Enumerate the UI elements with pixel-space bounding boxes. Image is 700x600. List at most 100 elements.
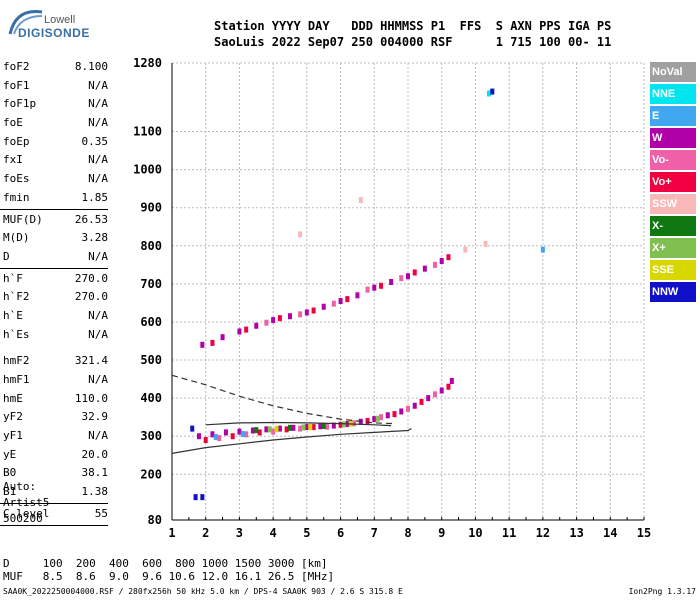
data-point-x- — [267, 426, 272, 433]
x-tick-label: 10 — [468, 526, 482, 540]
header-line-2: SaoLuis 2022 Sep07 250 004000 RSF 1 715 … — [214, 35, 612, 49]
data-point-ssw — [358, 197, 363, 204]
param-key: yE — [3, 447, 17, 461]
data-point-vo- — [345, 296, 350, 303]
data-point-w — [399, 408, 404, 415]
data-point-vo- — [406, 405, 410, 412]
logo: Lowell DIGISONDE — [6, 6, 126, 46]
legend-item-nne: NNE — [650, 84, 696, 104]
legend-item-noval: NoVal — [650, 62, 696, 82]
param-key: h`F — [3, 271, 23, 285]
muf-row: MUF 8.5 8.6 9.0 9.6 10.6 12.0 16.1 26.5 … — [3, 570, 335, 583]
data-point-vo- — [271, 428, 276, 435]
x-tick-label: 11 — [502, 526, 516, 540]
data-point-vo- — [325, 423, 330, 430]
data-point-vo- — [311, 307, 316, 314]
param-value: N/A — [88, 249, 108, 263]
data-point-w — [331, 422, 336, 429]
data-point-nnw — [200, 494, 205, 501]
param-row: B0 38.1 — [0, 464, 110, 483]
legend-item-ssw: SSW — [650, 194, 696, 214]
param-key: yF1 — [3, 429, 23, 443]
data-point-w — [220, 334, 225, 341]
data-point-w — [439, 258, 444, 265]
data-point-sse — [308, 424, 313, 431]
param-row: h`E N/A — [0, 307, 110, 326]
param-value: N/A — [88, 327, 108, 341]
legend-item-x-: X- — [650, 216, 696, 236]
y-tick-label: 400 — [140, 391, 162, 405]
legend-item-x-: X+ — [650, 238, 696, 258]
param-value: N/A — [88, 116, 108, 130]
data-point-ssw — [463, 246, 468, 253]
software-version: Ion2Png 1.3.17 — [628, 587, 696, 596]
x-tick-label: 6 — [337, 526, 344, 540]
data-point-w — [210, 431, 215, 438]
param-key: hmE — [3, 391, 23, 405]
data-point-x- — [301, 424, 306, 431]
data-point-vo- — [412, 269, 417, 276]
legend-item-sse: SSE — [650, 260, 696, 280]
data-point-vo- — [432, 261, 437, 268]
data-point-vo- — [264, 319, 269, 326]
param-value: 321.4 — [74, 354, 108, 368]
param-key: foF1p — [3, 97, 37, 111]
logo-product: DIGISONDE — [18, 26, 90, 40]
data-point-sse — [274, 425, 279, 432]
data-point-w — [338, 298, 343, 305]
x-tick-label: 1 — [168, 526, 175, 540]
x-tick-label: 5 — [303, 526, 310, 540]
logo-swoosh-icon — [8, 9, 43, 35]
param-value: N/A — [88, 308, 108, 322]
divider — [0, 502, 108, 504]
logo-brand: Lowell — [44, 14, 76, 26]
param-value: 55 — [94, 506, 108, 520]
data-point-vo- — [230, 433, 235, 440]
x-tick-label: 12 — [536, 526, 550, 540]
y-tick-label: 800 — [140, 239, 162, 253]
profile-curve-solid-lower — [171, 428, 412, 454]
data-point-w — [422, 265, 427, 272]
data-point-e — [240, 430, 245, 437]
x-tick-label: 9 — [438, 526, 445, 540]
param-row: B1 1.38 — [0, 483, 110, 502]
param-value: 8.100 — [74, 60, 108, 73]
param-key: fmin — [3, 190, 30, 204]
data-point-w — [304, 309, 309, 316]
data-point-e — [213, 433, 218, 440]
polarization-legend: NoVal NNE E W Vo- Vo+ SSW X- X+ SSE NNW — [650, 62, 696, 304]
param-key: B1 — [3, 485, 17, 499]
data-point-w — [412, 402, 417, 409]
param-row: foF2 8.100 — [0, 58, 110, 77]
y-tick-label: 1280 — [133, 56, 162, 70]
data-point-x- — [341, 421, 346, 428]
x-tick-label: 7 — [371, 526, 378, 540]
param-key: foE — [3, 116, 23, 130]
param-row: foF1p N/A — [0, 95, 110, 114]
param-group-2: MUF(D) 26.53 M(D) 3.28 D N/A — [0, 211, 110, 267]
legend-item-vo-: Vo- — [650, 150, 696, 170]
legend-item-nnw: NNW — [650, 282, 696, 302]
data-point-vo- — [419, 398, 424, 405]
header-line-1: Station YYYY DAY DDD HHMMSS P1 FFS S AXN… — [214, 19, 612, 33]
data-point-w — [439, 387, 444, 394]
data-point-vo- — [379, 282, 384, 289]
data-point-vo- — [210, 339, 215, 346]
parameter-panel: foF2 8.100 foF1 N/A foF1p N/A foE N/A foEp 0.… — [0, 58, 110, 527]
data-point-vo- — [331, 300, 336, 307]
param-key: C-level — [3, 506, 50, 520]
data-point-w — [288, 313, 292, 320]
data-point-w — [449, 377, 454, 384]
data-point-vo- — [338, 421, 343, 428]
param-row: D N/A — [0, 248, 110, 267]
auto-label: Auto: — [3, 480, 37, 493]
param-group-3: h`F 270.0 h`F2 270.0 h`E N/A h`Es N/A — [0, 270, 110, 345]
data-point-vo- — [432, 391, 437, 398]
param-key: D — [3, 249, 10, 263]
profile-curve-dashed — [171, 374, 395, 425]
param-key: hmF1 — [3, 373, 30, 386]
param-value: 3.28 — [81, 231, 109, 245]
param-row: yF2 32.9 — [0, 408, 110, 427]
distance-row: D 100 200 400 600 800 1000 1500 3000 [km… — [3, 557, 328, 570]
